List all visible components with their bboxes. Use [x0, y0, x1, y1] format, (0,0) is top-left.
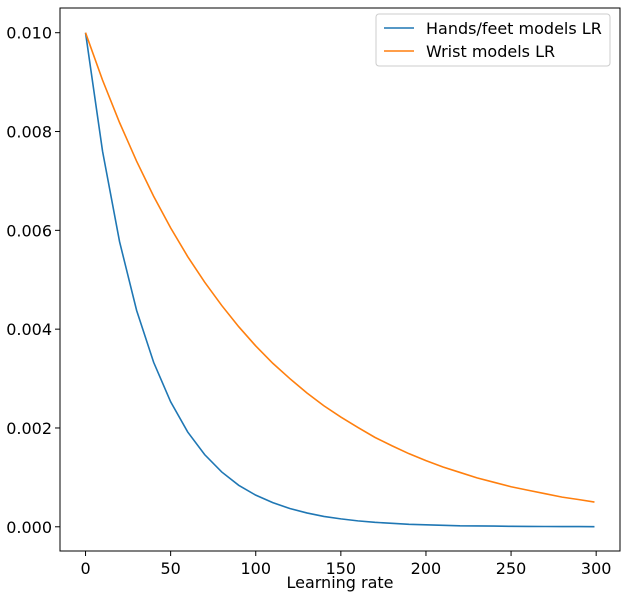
legend-label-2: Wrist models LR — [426, 42, 555, 61]
y-tick-label: 0.010 — [6, 24, 52, 43]
plot-frame — [59, 7, 621, 552]
y-tick-label: 0.002 — [6, 419, 52, 438]
x-tick-label: 300 — [581, 559, 612, 578]
x-axis-ticks: 0 50 100 150 200 250 300 — [80, 551, 611, 578]
x-tick-label: 50 — [160, 559, 180, 578]
x-tick-label: 250 — [496, 559, 527, 578]
x-tick-label: 200 — [411, 559, 442, 578]
y-tick-label: 0.006 — [6, 221, 52, 240]
y-tick-label: 0.008 — [6, 123, 52, 142]
y-tick-label: 0.004 — [6, 320, 52, 339]
x-tick-label: 0 — [80, 559, 90, 578]
x-axis-label: Learning rate — [286, 573, 393, 592]
legend-box — [375, 13, 611, 67]
y-axis-ticks: 0.000 0.002 0.004 0.006 0.008 0.010 — [6, 24, 60, 537]
x-tick-label: 150 — [326, 559, 357, 578]
series-line-1 — [84, 32, 595, 528]
legend-label-1: Hands/feet models LR — [426, 19, 602, 38]
x-tick-label: 100 — [240, 559, 271, 578]
series-layer — [84, 32, 595, 528]
legend: Hands/feet models LR Wrist models LR — [375, 13, 611, 67]
series-line-2 — [84, 32, 595, 503]
y-tick-label: 0.000 — [6, 518, 52, 537]
